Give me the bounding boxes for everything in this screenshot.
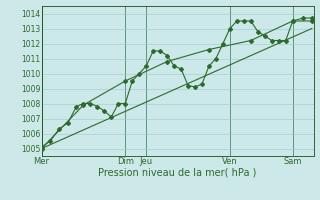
X-axis label: Pression niveau de la mer( hPa ): Pression niveau de la mer( hPa ) xyxy=(99,168,257,178)
